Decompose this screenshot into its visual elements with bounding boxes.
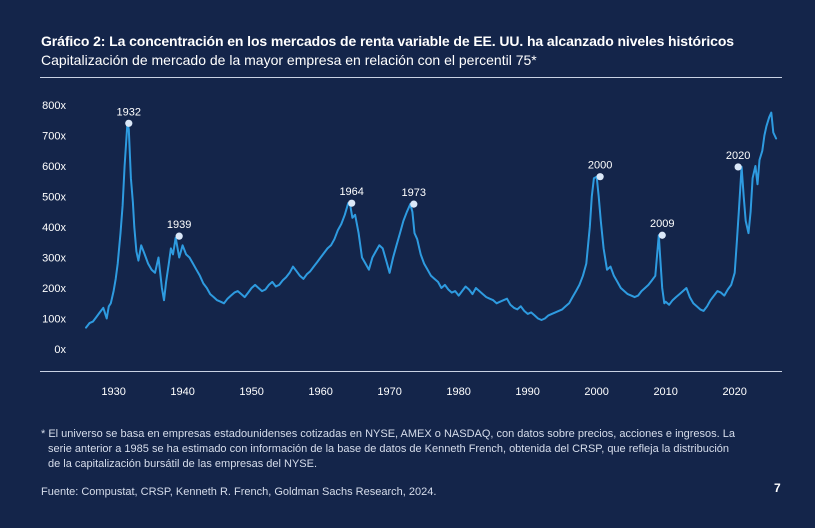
footnote: * El universo se basa en empresas estado… — [41, 427, 761, 472]
page-number: 7 — [774, 481, 781, 495]
peak-marker — [348, 199, 356, 207]
peak-marker — [410, 200, 418, 208]
footnote-line-3: de la capitalización bursátil de las emp… — [48, 458, 318, 470]
footnote-line-1: * El universo se basa en empresas estado… — [41, 428, 735, 440]
peak-label: 2009 — [650, 218, 674, 230]
chart-title: Gráfico 2: La concentración en los merca… — [41, 33, 734, 49]
source-note: Fuente: Compustat, CRSP, Kenneth R. Fren… — [41, 486, 437, 498]
x-tick-label: 1950 — [239, 386, 263, 398]
y-tick-label: 0x — [54, 344, 66, 356]
footnote-line-2: serie anterior a 1985 se ha estimado con… — [48, 443, 730, 455]
top-divider — [40, 77, 782, 78]
peak-label: 2020 — [726, 150, 750, 162]
y-tick-label: 100x — [42, 314, 66, 326]
x-tick-label: 1970 — [377, 386, 401, 398]
series-line — [85, 111, 778, 329]
peak-label: 1932 — [117, 106, 141, 118]
x-tick-label: 1990 — [515, 386, 539, 398]
y-tick-label: 500x — [42, 192, 66, 204]
x-tick-label: 1960 — [308, 386, 332, 398]
chart-subtitle: Capitalización de mercado de la mayor em… — [41, 52, 537, 68]
peak-marker — [125, 119, 133, 127]
x-tick-label: 1940 — [170, 386, 194, 398]
y-axis: 800x 700x 600x 500x 400x 300x 200x 100x 0x — [42, 100, 66, 356]
x-tick-label: 2000 — [584, 386, 608, 398]
y-tick-label: 400x — [42, 222, 66, 234]
peak-marker — [596, 173, 604, 181]
peak-label: 1964 — [339, 186, 363, 198]
x-tick-label: 1980 — [446, 386, 470, 398]
peak-marker — [734, 163, 742, 171]
peak-marker — [175, 232, 183, 240]
x-tick-label: 2020 — [722, 386, 746, 398]
y-tick-label: 200x — [42, 283, 66, 295]
x-tick-label: 2010 — [653, 386, 677, 398]
peak-marker — [658, 231, 666, 239]
y-tick-label: 700x — [42, 131, 66, 143]
series-layer — [85, 111, 778, 329]
peak-label: 2000 — [588, 160, 612, 172]
y-tick-label: 600x — [42, 161, 66, 173]
peak-label: 1973 — [402, 187, 426, 199]
bottom-divider — [40, 371, 782, 372]
x-tick-label: 1930 — [101, 386, 125, 398]
y-tick-label: 800x — [42, 100, 66, 112]
annotation-layer: 1932 1939 1964 1973 2000 2009 2020 — [117, 106, 750, 240]
y-tick-label: 300x — [42, 253, 66, 265]
peak-label: 1939 — [167, 219, 191, 231]
x-axis: 1930 1940 1950 1960 1970 1980 1990 2000 2010 2020 — [101, 386, 747, 398]
